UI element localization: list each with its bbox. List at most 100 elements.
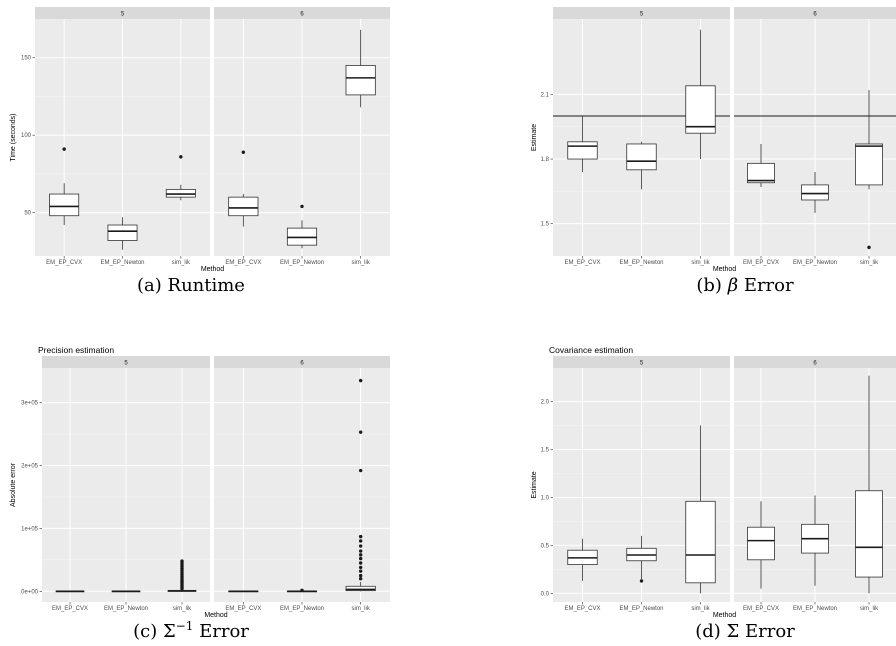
x-tick-label: EM_EP_Newton (619, 260, 663, 266)
y-tick-label: 1.5 (541, 448, 550, 454)
x-tick-label: EM_EP_CVX (564, 606, 600, 612)
x-tick-label: EM_EP_Newton (619, 606, 663, 612)
outlier-point (358, 565, 363, 570)
caption-b-symbol: β (727, 275, 738, 296)
box (747, 526, 775, 561)
y-tick-label: 2.0 (541, 400, 550, 406)
box (685, 85, 716, 134)
box (801, 184, 829, 201)
box (855, 143, 883, 186)
caption-d: (d) Σ Error (695, 621, 795, 642)
x-tick-label: sim_lik (860, 606, 879, 612)
outlier-point (358, 556, 363, 561)
outlier-point (358, 468, 363, 473)
outlier-point (358, 549, 363, 553)
outlier-point (358, 430, 363, 434)
x-tick-label: EM_EP_CVX (225, 260, 261, 266)
y-tick-label: 150 (21, 56, 32, 62)
outlier-point (639, 579, 644, 583)
caption-b-prefix: (b) (696, 275, 727, 296)
outlier-point (358, 569, 363, 573)
outlier-point (358, 577, 363, 581)
caption-b: (b) β Error (696, 275, 794, 296)
covariance-estimation-chart: Covariance estimation 5 EM_EP_CVX EM_EP_New… (531, 345, 896, 619)
facet-strip (42, 356, 210, 368)
runtime-chart: 5 EM_EP_CVX EM_EP_Newton sim_lik 6 EM_EP_CVX E… (10, 7, 390, 273)
x-tick-label: sim_lik (173, 606, 192, 612)
outlier-point (62, 147, 66, 151)
facet-label: 5 (640, 12, 644, 18)
y-axis-title: Estimate (531, 124, 538, 151)
facet-strip (553, 7, 730, 19)
x-axis-title: Method (713, 266, 736, 273)
box (345, 585, 376, 592)
box (567, 141, 598, 160)
outlier-point (358, 544, 363, 548)
box (685, 500, 716, 584)
x-tick-label: EM_EP_Newton (100, 260, 144, 266)
facet-label: 6 (813, 361, 817, 367)
outlier-point (358, 561, 363, 565)
x-tick-label: sim_lik (351, 260, 370, 266)
x-tick-label: EM_EP_CVX (52, 606, 88, 612)
box (49, 193, 80, 217)
x-tick-label: EM_EP_Newton (793, 260, 837, 266)
x-tick-label: sim_lik (691, 260, 710, 266)
outlier-point (179, 155, 183, 159)
x-tick-label: EM_EP_Newton (280, 606, 324, 612)
x-axis-title: Method (204, 612, 227, 619)
outlier-point (867, 245, 871, 250)
y-tick-label: 1.0 (541, 495, 550, 501)
x-tick-label: sim_lik (691, 606, 710, 612)
outlier-point (358, 539, 363, 543)
y-tick-label: 0.5 (541, 543, 550, 549)
box (747, 162, 775, 184)
beta-error-chart: 5 EM_EP_CVX EM_EP_Newton sim_lik 6 EM_EP_CVX E… (531, 7, 896, 273)
y-tick-label: 0e+00 (21, 589, 39, 595)
outlier-point (241, 150, 246, 154)
facet-label: 5 (124, 361, 128, 367)
x-axis-title: Method (201, 266, 224, 273)
caption-c: (c) Σ−1 Error (133, 619, 249, 642)
x-tick-label: EM_EP_CVX (564, 260, 600, 266)
caption-c-suffix: Error (193, 621, 249, 642)
facet-label: 5 (640, 361, 644, 367)
facet-strip (734, 7, 896, 19)
caption-a: (a) Runtime (137, 275, 245, 296)
x-tick-label: EM_EP_CVX (225, 606, 261, 612)
y-tick-label: 0.0 (541, 591, 550, 597)
x-tick-label: EM_EP_Newton (104, 606, 148, 612)
x-axis-title: Method (713, 612, 736, 619)
chart-title: Precision estimation (38, 345, 114, 355)
y-tick-label: 3e+05 (21, 401, 39, 407)
caption-b-suffix: Error (738, 275, 794, 296)
box (626, 143, 657, 171)
facet-strip (553, 356, 730, 368)
x-tick-label: EM_EP_Newton (280, 260, 324, 266)
outlier-point (300, 588, 304, 593)
x-tick-label: sim_lik (860, 260, 879, 266)
x-tick-label: EM_EP_Newton (793, 606, 837, 612)
facet-label: 6 (300, 12, 304, 18)
y-tick-label: 100 (21, 133, 32, 139)
y-axis-title: Estimate (531, 471, 538, 498)
y-axis-title: Absolute error (10, 462, 17, 507)
y-tick-label: 1.8 (541, 157, 550, 163)
y-tick-label: 1.5 (541, 222, 550, 228)
caption-c-prefix: (c) Σ (133, 621, 176, 642)
x-tick-label: EM_EP_CVX (743, 606, 779, 612)
caption-c-superscript: −1 (176, 619, 194, 633)
facet-strip (214, 7, 390, 19)
precision-estimation-chart: Precision estimation 5 EM_EP_CVX EM_EP_Newt… (10, 345, 390, 619)
box (855, 490, 883, 578)
y-tick-label: 2e+05 (21, 464, 39, 470)
outlier-point (358, 553, 363, 557)
facet-label: 5 (121, 12, 125, 18)
outlier-point (300, 204, 304, 209)
outlier-point (358, 378, 363, 383)
x-tick-label: sim_lik (351, 606, 370, 612)
outlier-point (358, 573, 363, 578)
facet-strip (734, 356, 896, 368)
outlier-point (358, 534, 363, 539)
